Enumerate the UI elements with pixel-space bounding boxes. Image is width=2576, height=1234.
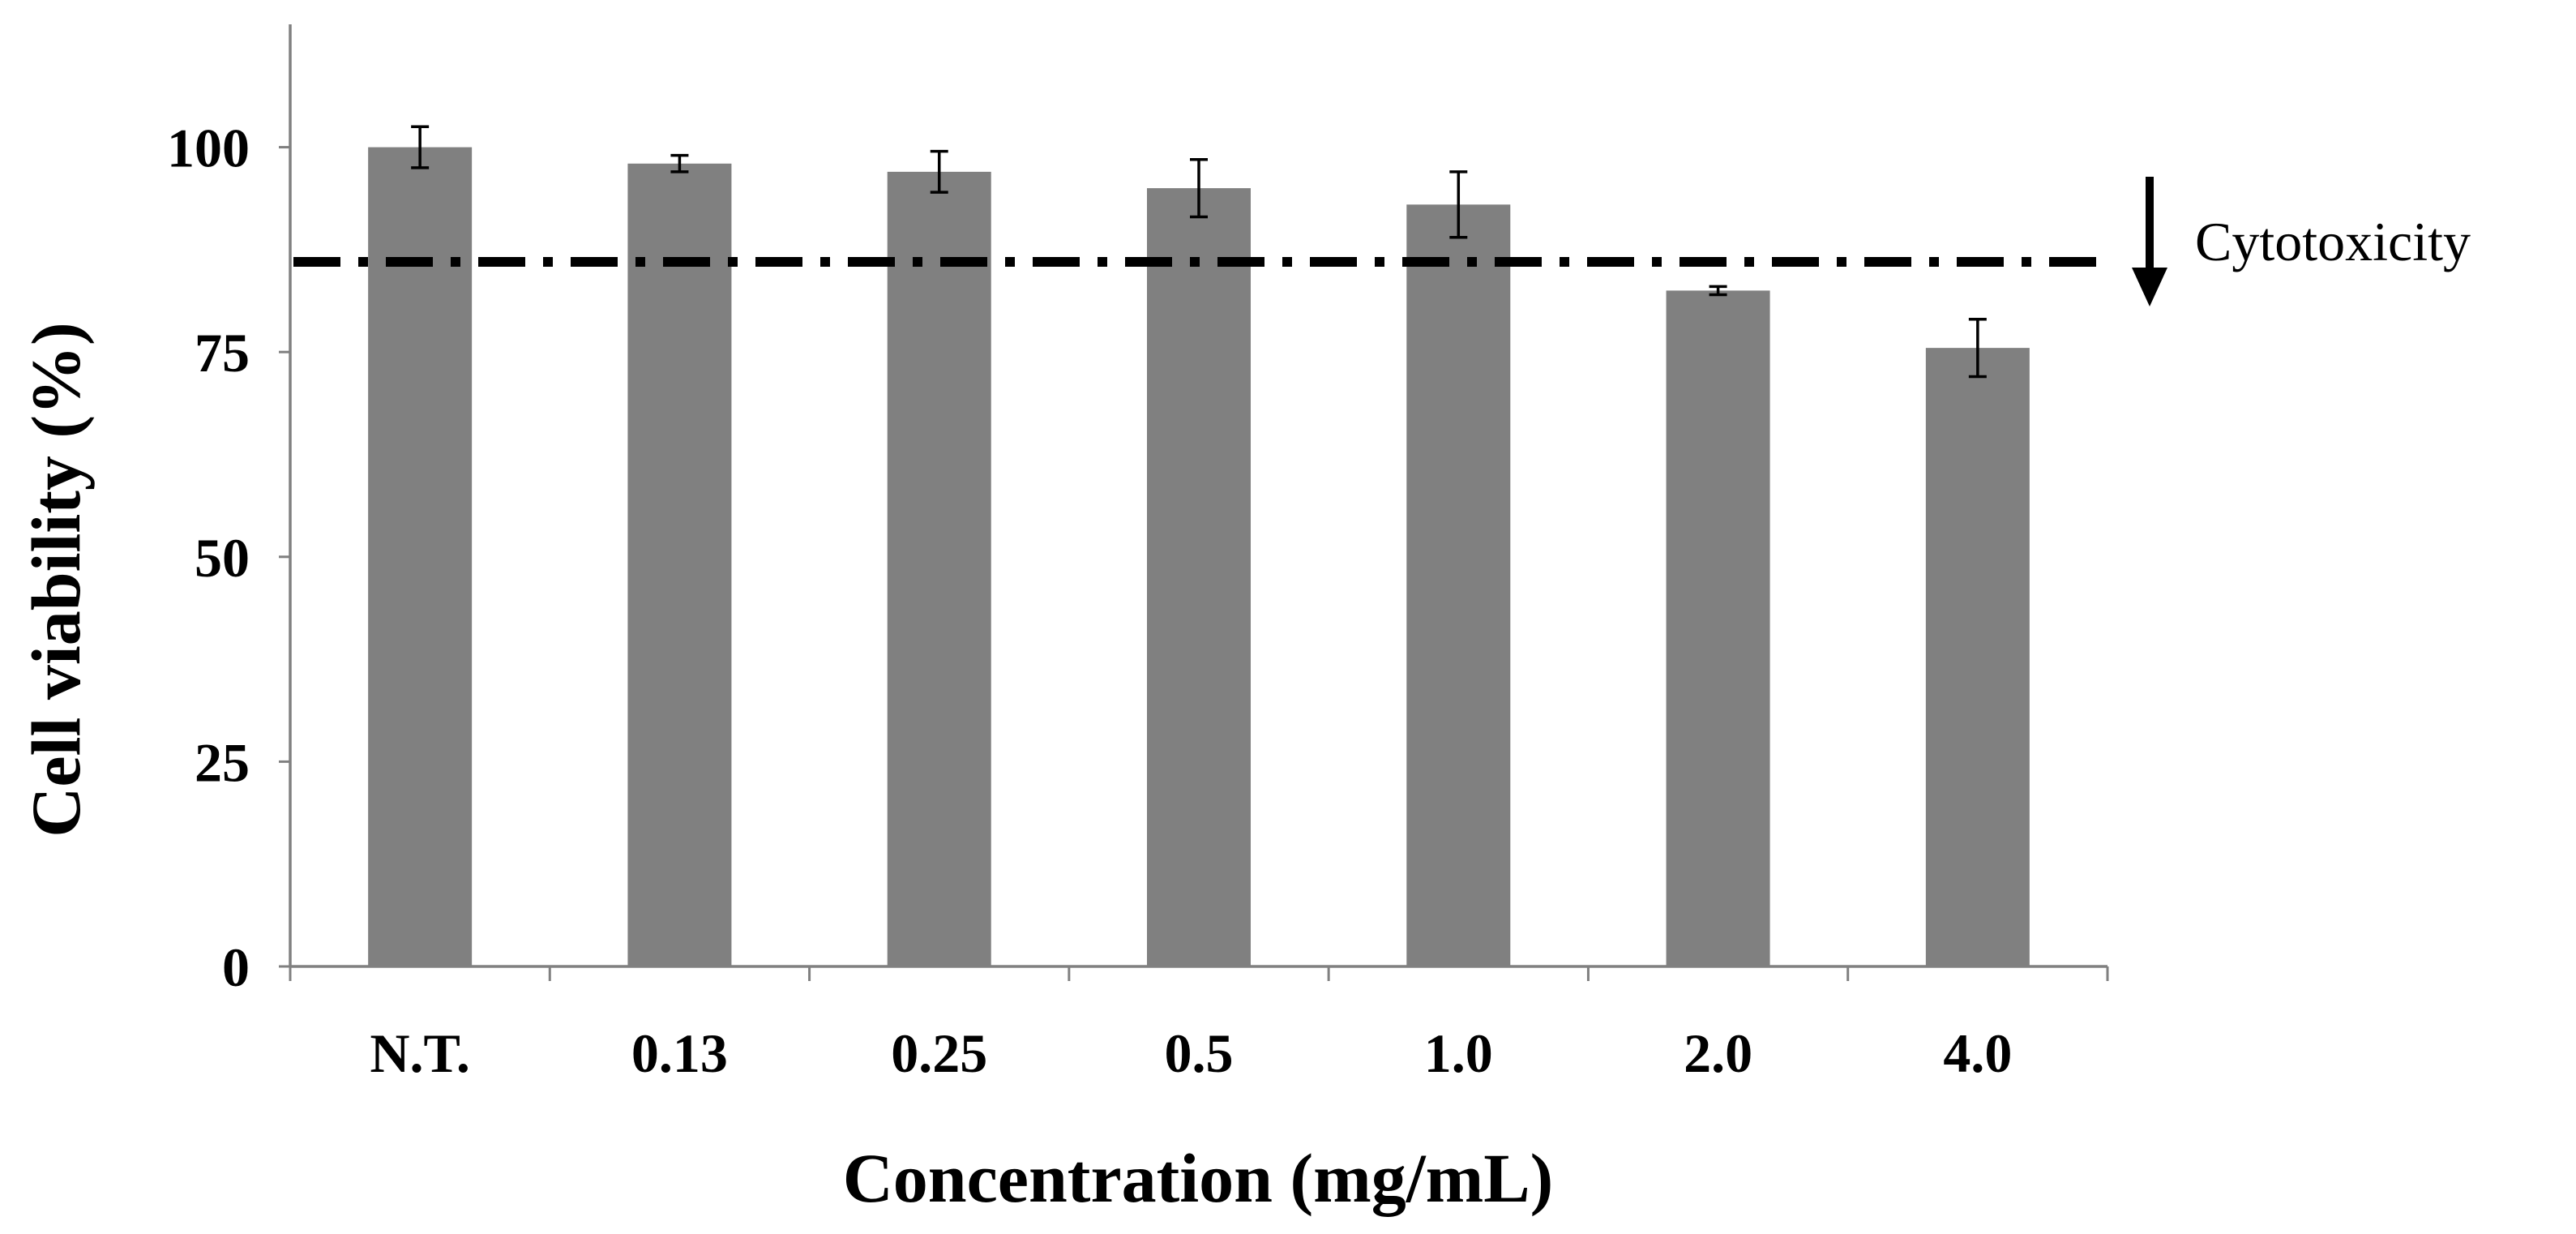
error-bar xyxy=(1968,318,1987,379)
bar xyxy=(1147,188,1251,966)
bar xyxy=(1406,204,1511,966)
y-tick-label: 25 xyxy=(195,731,250,793)
axes xyxy=(289,24,2107,968)
threshold-group: Cytotoxicity xyxy=(293,177,2471,306)
error-bars xyxy=(411,125,1987,379)
error-bar xyxy=(411,125,430,169)
bar xyxy=(1925,348,2030,967)
bars xyxy=(368,147,2030,967)
error-bar xyxy=(930,149,948,194)
y-tick-label: 100 xyxy=(167,118,250,179)
x-tick-label: 0.5 xyxy=(1165,1022,1234,1084)
bar xyxy=(887,171,991,966)
bar xyxy=(368,147,473,967)
error-bar xyxy=(1709,285,1727,297)
y-axis-title: Cell viability (%) xyxy=(17,322,95,837)
y-tick-label: 0 xyxy=(222,936,250,998)
y-tick-label: 75 xyxy=(195,322,250,383)
error-bar xyxy=(1449,170,1468,239)
x-tick-label: N.T. xyxy=(370,1022,469,1084)
cytotoxicity-label: Cytotoxicity xyxy=(2195,211,2471,272)
bar xyxy=(627,163,732,966)
y-axis-ticks: 0 25 50 75 100 xyxy=(167,118,290,998)
y-tick-label: 50 xyxy=(195,527,250,589)
x-tick-label: 2.0 xyxy=(1684,1022,1752,1084)
x-tick-label: 1.0 xyxy=(1424,1022,1493,1084)
x-tick-label: 4.0 xyxy=(1943,1022,2012,1084)
x-axis-title: Concentration (mg/mL) xyxy=(843,1139,1554,1217)
x-axis-ticks: N.T. 0.13 0.25 0.5 1.0 2.0 4.0 xyxy=(289,966,2109,1084)
error-bar xyxy=(1190,157,1208,219)
down-arrow-head-icon xyxy=(2132,268,2167,306)
x-tick-label: 0.13 xyxy=(631,1022,728,1084)
x-tick-label: 0.25 xyxy=(891,1022,987,1084)
bar xyxy=(1666,290,1770,966)
error-bar xyxy=(670,153,689,174)
